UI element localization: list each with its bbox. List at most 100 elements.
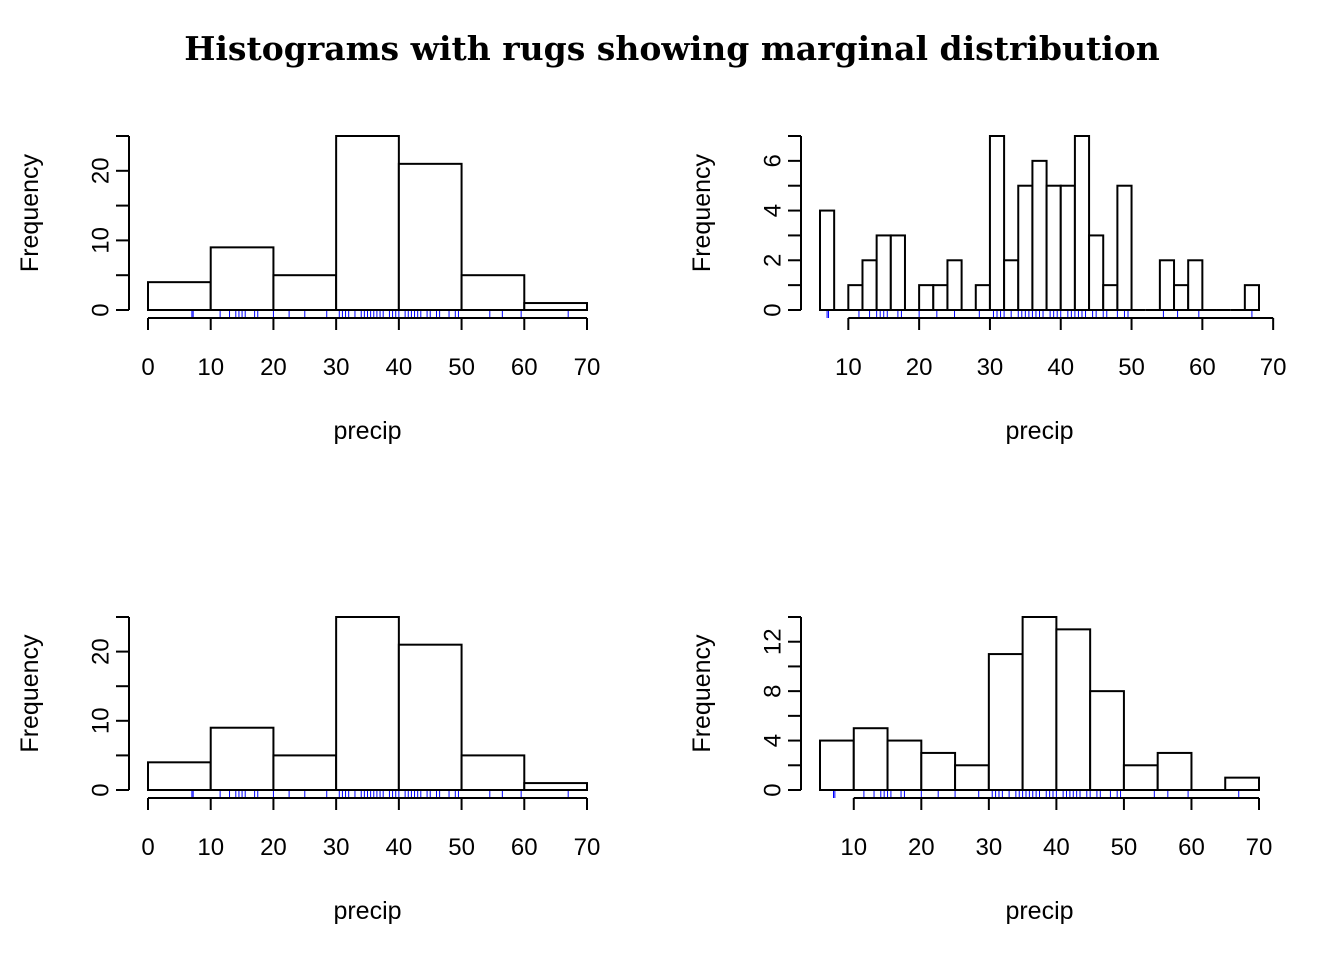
y-tick-label: 4: [760, 204, 787, 217]
histogram-bar: [886, 739, 923, 791]
x-tick-label: 10: [840, 834, 867, 861]
y-tick-label: 0: [760, 303, 787, 316]
histogram-bar: [819, 739, 855, 791]
y-axis-label: Frequency: [688, 634, 716, 753]
y-tick-label: 6: [760, 154, 787, 167]
histogram-bar: [861, 259, 878, 311]
y-tick-label: 0: [88, 783, 115, 796]
y-tick-label: 0: [760, 783, 787, 796]
histogram-bar: [209, 726, 275, 791]
y-tick-label: 20: [88, 157, 115, 184]
histogram-bar: [852, 727, 889, 792]
y-tick-label: 4: [760, 734, 787, 747]
x-tick-label: 40: [386, 834, 413, 861]
y-axis-label: Frequency: [16, 634, 44, 753]
y-tick-label: 8: [760, 684, 787, 697]
histogram-bar: [1031, 159, 1048, 311]
x-tick-label: 70: [1246, 834, 1273, 861]
histogram-bar: [1055, 628, 1092, 791]
x-tick-label: 0: [141, 354, 154, 381]
x-tick-label: 50: [1118, 354, 1145, 381]
histogram-bar: [1003, 259, 1020, 311]
histogram-bar: [397, 162, 463, 311]
x-tick-label: 70: [1260, 354, 1287, 381]
histogram-bar: [460, 274, 526, 312]
histogram-bar: [954, 764, 990, 791]
x-tick-label: 20: [260, 354, 287, 381]
x-axis-label: precip: [333, 417, 401, 445]
panel-top-right: 10 20 30 40 50 60 70 precip 0 2 4 6 Frequency: [688, 135, 1287, 445]
histogram-bar: [147, 761, 212, 792]
histogram-bar: [1073, 135, 1091, 311]
histogram-bar: [1088, 234, 1105, 311]
histogram-bar: [920, 751, 957, 792]
histogram-bar: [1102, 284, 1119, 311]
x-tick-label: 40: [1043, 834, 1070, 861]
histogram-bar: [847, 284, 864, 311]
histogram-bar: [460, 754, 526, 792]
histogram-bar: [1187, 259, 1204, 311]
y-tick-label: 2: [760, 254, 787, 267]
x-tick-label: 10: [197, 834, 224, 861]
x-tick-label: 50: [448, 834, 475, 861]
histogram-bar: [1089, 690, 1125, 792]
histogram-bar: [1059, 184, 1076, 311]
histogram-bar: [1173, 284, 1190, 311]
figure-title: Histograms with rugs showing marginal di…: [184, 29, 1160, 68]
panel-top-left: 0 10 20 30 40 50 60 70 precip 0 10 20 Frequency: [16, 135, 600, 445]
histogram-bar: [147, 281, 212, 312]
histogram-bar: [819, 209, 836, 311]
histogram-bar: [209, 246, 275, 311]
x-tick-label: 30: [975, 834, 1002, 861]
histogram-bar: [1158, 259, 1176, 311]
x-tick-label: 60: [1178, 834, 1205, 861]
histogram-bar: [974, 284, 991, 311]
panel-bottom-right: 10 20 30 40 50 60 70 precip 0 4 8 12 Frequency: [688, 616, 1273, 925]
y-tick-label: 0: [88, 303, 115, 316]
x-tick-label: 20: [260, 834, 287, 861]
y-tick-label: 12: [760, 628, 787, 655]
x-tick-label: 70: [574, 834, 601, 861]
histogram-bar: [918, 284, 935, 311]
histogram-bar: [875, 234, 892, 311]
histogram-bar: [272, 274, 338, 312]
x-tick-label: 50: [448, 354, 475, 381]
x-tick-label: 60: [511, 834, 538, 861]
histogram-bar: [1243, 284, 1261, 311]
histogram-bar: [1224, 776, 1260, 792]
x-tick-label: 60: [1189, 354, 1216, 381]
histogram-bar: [1045, 184, 1062, 311]
histogram-bar: [1021, 616, 1058, 791]
histogram-bar: [335, 616, 400, 791]
panel-bottom-left: 0 10 20 30 40 50 60 70 precip 0 10 20 Frequency: [16, 616, 601, 925]
x-tick-label: 50: [1111, 834, 1138, 861]
histogram-bar: [1122, 764, 1159, 791]
histogram-bar: [523, 302, 588, 312]
x-tick-label: 30: [977, 354, 1004, 381]
x-tick-label: 20: [906, 354, 933, 381]
y-axis-label: Frequency: [16, 153, 44, 272]
histogram-bar: [272, 754, 338, 792]
histogram-bar: [932, 284, 949, 311]
x-tick-label: 40: [1047, 354, 1074, 381]
histogram-bar: [1116, 184, 1133, 311]
y-axis-label: Frequency: [688, 153, 716, 272]
histogram-bar: [987, 653, 1024, 791]
x-tick-label: 20: [908, 834, 935, 861]
histogram-bar: [1017, 184, 1034, 311]
x-tick-label: 30: [323, 834, 350, 861]
x-tick-label: 0: [141, 834, 154, 861]
y-tick-label: 10: [88, 707, 115, 734]
y-tick-label: 20: [88, 638, 115, 665]
x-tick-label: 40: [386, 354, 413, 381]
histogram-bar: [397, 643, 463, 791]
y-tick-label: 10: [88, 227, 115, 254]
histogram-bar: [988, 135, 1006, 311]
x-tick-label: 10: [835, 354, 862, 381]
x-tick-label: 60: [511, 354, 538, 381]
x-tick-label: 10: [197, 354, 224, 381]
histogram-bar: [889, 234, 906, 311]
histogram-bar: [1156, 751, 1193, 792]
